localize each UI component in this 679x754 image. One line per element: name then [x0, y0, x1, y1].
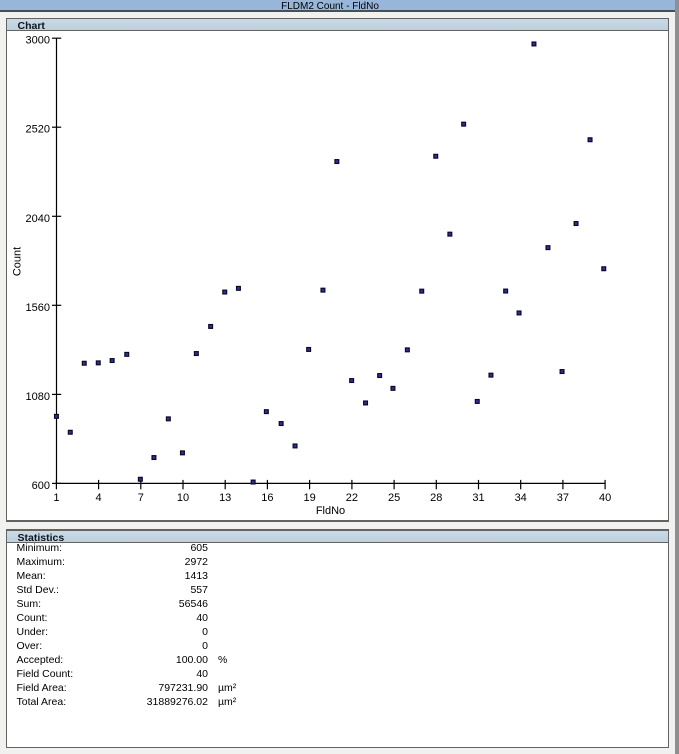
svg-text:28: 28 — [430, 492, 442, 504]
svg-text:1080: 1080 — [26, 391, 50, 403]
svg-text:FldNo: FldNo — [316, 505, 345, 517]
svg-text:13: 13 — [219, 492, 231, 504]
svg-text:Count: Count — [12, 247, 24, 276]
svg-text:1560: 1560 — [26, 302, 50, 314]
svg-text:10: 10 — [177, 492, 189, 504]
svg-text:3000: 3000 — [26, 35, 50, 47]
svg-text:7: 7 — [138, 492, 144, 504]
svg-text:25: 25 — [388, 492, 400, 504]
svg-text:16: 16 — [261, 492, 273, 504]
svg-text:1: 1 — [53, 492, 59, 504]
svg-text:19: 19 — [303, 492, 315, 504]
svg-text:22: 22 — [346, 492, 358, 504]
svg-text:600: 600 — [32, 480, 50, 492]
svg-text:31: 31 — [472, 492, 484, 504]
svg-text:2040: 2040 — [26, 213, 50, 225]
svg-text:37: 37 — [557, 492, 569, 504]
svg-text:2520: 2520 — [26, 124, 50, 136]
svg-text:34: 34 — [515, 492, 527, 504]
svg-text:40: 40 — [599, 492, 611, 504]
svg-text:4: 4 — [96, 492, 102, 504]
